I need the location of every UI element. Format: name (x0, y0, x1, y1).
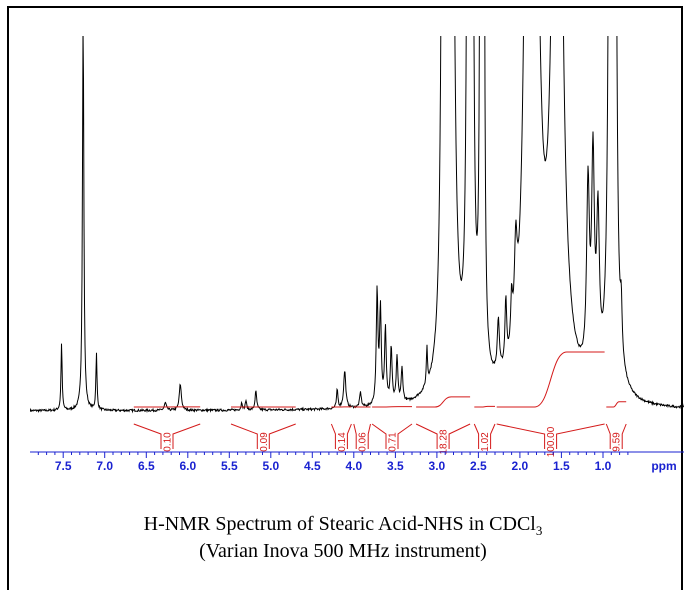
integral-label: 0.09 (259, 432, 270, 452)
integral-label: 9.59 (612, 432, 623, 452)
integral-label: 0.71 (388, 432, 399, 452)
integral-bracket (371, 423, 413, 449)
integral-curve (474, 405, 495, 408)
chart-subtitle: (Varian Inova 500 MHz instrument) (199, 540, 487, 562)
figure-frame (7, 6, 683, 590)
chart-title-subscript: 3 (535, 523, 543, 538)
integral-label: 0.14 (337, 432, 348, 452)
integral-bracket (605, 423, 627, 449)
x-tick-label: 3.5 (387, 459, 404, 473)
integral-bracket (330, 423, 352, 449)
x-tick-label: 4.5 (304, 459, 321, 473)
x-tick-label: 5.0 (262, 459, 279, 473)
integral-label: 0.10 (163, 432, 174, 452)
integral-label: 100.00 (546, 426, 557, 457)
integral-label: 18.28 (439, 429, 450, 454)
integral-bracket (230, 423, 296, 449)
x-tick-label: 3.0 (429, 459, 446, 473)
integral-bracket (353, 423, 371, 449)
integral-bracket (133, 423, 201, 449)
x-tick-label: 6.0 (179, 459, 196, 473)
x-tick-label: 2.0 (512, 459, 529, 473)
spectrum-trace (30, 36, 684, 414)
integral-bracket (496, 423, 605, 449)
integral-label: 1.02 (480, 432, 491, 452)
x-tick-label: 2.5 (470, 459, 487, 473)
x-axis-label: ppm (651, 459, 676, 473)
chart-title-text: H-NMR Spectrum of Stearic Acid-NHS in CD… (143, 513, 536, 535)
x-tick-label: 7.5 (55, 459, 72, 473)
integral-curve (606, 401, 627, 408)
x-tick-label: 1.5 (553, 459, 570, 473)
spectrum-plot: 0.10 0.09 0.14 0.06 0.71 18.28 1.02 100.00 9.59 7… (30, 36, 684, 473)
x-tick-label: 1.0 (595, 459, 612, 473)
integral-curve (496, 351, 605, 408)
x-tick-label: 6.5 (138, 459, 155, 473)
integral-bracket (415, 423, 471, 449)
x-tick-label: 5.5 (221, 459, 238, 473)
x-tick-label: 7.0 (96, 459, 113, 473)
integral-bracket (473, 423, 496, 449)
integral-curve (416, 396, 471, 408)
integral-label: 0.06 (358, 432, 369, 452)
x-tick-label: 4.0 (345, 459, 362, 473)
chart-title: H-NMR Spectrum of Stearic Acid-NHS in CD… (0, 513, 686, 539)
